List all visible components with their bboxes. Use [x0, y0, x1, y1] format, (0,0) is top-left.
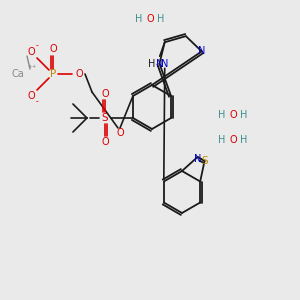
- Text: O: O: [101, 89, 109, 99]
- Text: O: O: [27, 91, 35, 101]
- Text: H: H: [240, 110, 248, 120]
- Text: N: N: [194, 154, 201, 164]
- Text: O: O: [75, 69, 83, 79]
- Text: -: -: [36, 41, 38, 50]
- Text: S: S: [201, 156, 208, 166]
- Text: -: -: [36, 98, 38, 106]
- Text: S: S: [102, 113, 108, 123]
- Text: H: H: [135, 14, 143, 24]
- Text: H: H: [148, 59, 155, 69]
- Text: Ca: Ca: [12, 69, 24, 79]
- Text: P: P: [50, 69, 56, 79]
- Text: O: O: [27, 47, 35, 57]
- Text: H: H: [240, 135, 248, 145]
- Text: N: N: [156, 58, 163, 69]
- Text: O: O: [229, 110, 237, 120]
- Text: H: H: [157, 14, 165, 24]
- Text: ++: ++: [27, 64, 37, 70]
- Text: O: O: [101, 137, 109, 147]
- Text: N: N: [161, 59, 168, 69]
- Text: O: O: [146, 14, 154, 24]
- Text: O: O: [116, 128, 124, 138]
- Text: H: H: [218, 110, 226, 120]
- Text: N: N: [198, 46, 206, 56]
- Text: H: H: [218, 135, 226, 145]
- Text: O: O: [229, 135, 237, 145]
- Text: O: O: [49, 44, 57, 54]
